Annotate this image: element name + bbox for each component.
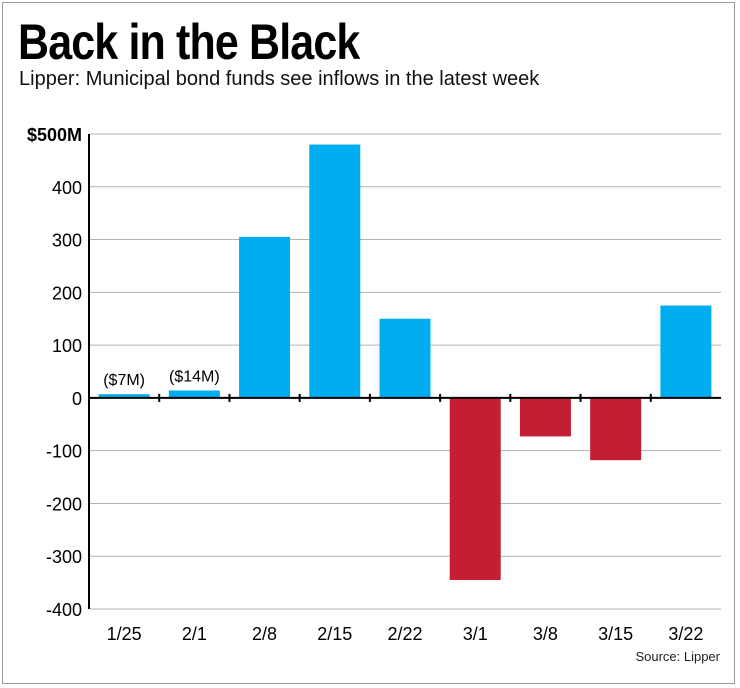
bar-3-1: [449, 397, 501, 580]
bar-1-25: [98, 394, 150, 398]
bar-2-15: [309, 144, 361, 398]
data-label: ($7M): [103, 372, 145, 389]
y-tick-label: -200: [46, 494, 82, 514]
x-tick-label: 3/15: [598, 624, 633, 644]
data-label: ($14M): [169, 369, 220, 386]
x-tick-label: 2/8: [252, 624, 277, 644]
bar-3-22: [660, 305, 712, 398]
x-tick-label: 2/22: [387, 624, 422, 644]
x-tick-label: 3/8: [533, 624, 558, 644]
y-tick-label: -400: [46, 600, 82, 620]
y-tick-label: -300: [46, 547, 82, 567]
y-tick-label: -100: [46, 442, 82, 462]
y-tick-label: $500M: [27, 125, 82, 145]
bar-3-15: [590, 397, 642, 461]
bar-2-1: [168, 390, 220, 398]
y-tick-label: 0: [72, 389, 82, 409]
y-tick-label: 300: [52, 231, 82, 251]
x-tick-label: 2/15: [317, 624, 352, 644]
bar-2-22: [379, 318, 431, 398]
bar-3-8: [519, 397, 571, 437]
chart-subtitle: Lipper: Municipal bond funds see inflows…: [19, 68, 540, 90]
chart-title: Back in the Black: [18, 14, 360, 70]
source-note: Source: Lipper: [635, 649, 720, 664]
y-tick-label: 400: [52, 178, 82, 198]
bar-2-8: [239, 236, 291, 398]
y-tick-label: 200: [52, 283, 82, 303]
x-tick-label: 2/1: [182, 624, 207, 644]
x-tick-label: 1/25: [107, 624, 142, 644]
y-tick-label: 100: [52, 336, 82, 356]
x-tick-label: 3/1: [463, 624, 488, 644]
x-tick-label: 3/22: [668, 624, 703, 644]
